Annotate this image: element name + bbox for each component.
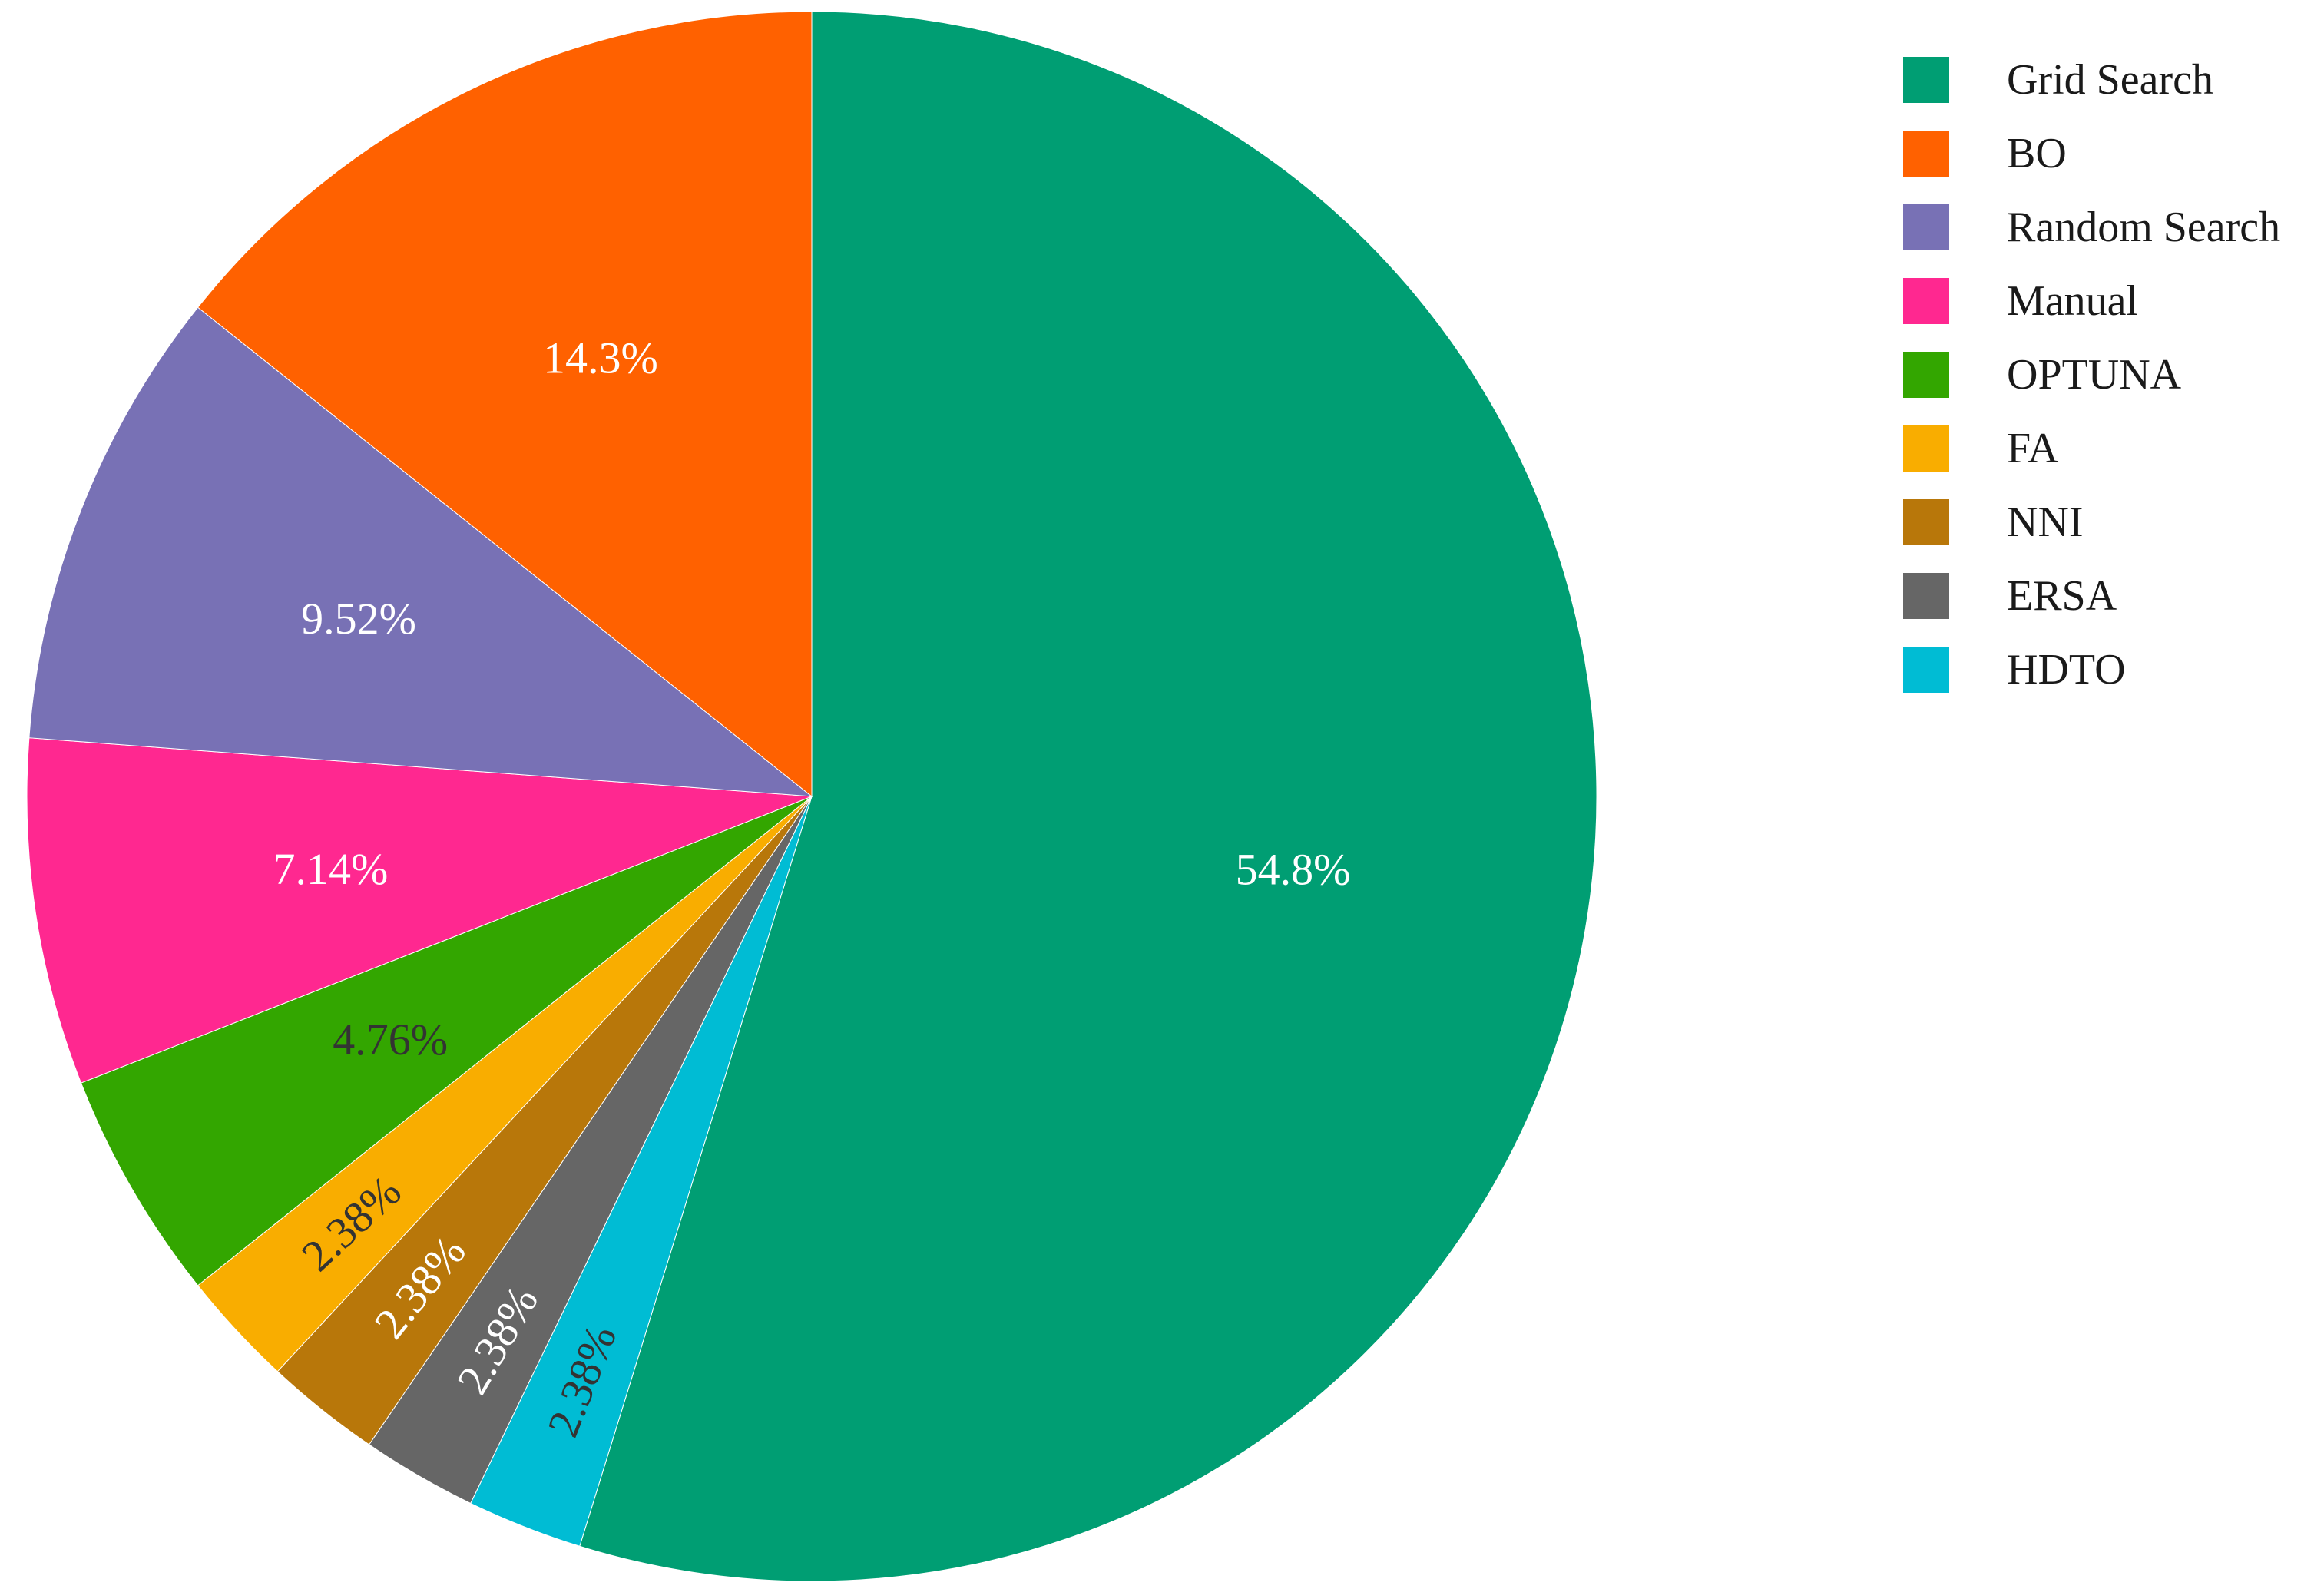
legend-item-grid-search: Grid Search (1903, 56, 2213, 104)
legend-swatch-manual (1903, 278, 1949, 324)
legend-label-ersa: ERSA (2007, 572, 2117, 620)
legend-swatch-optuna (1903, 352, 1949, 398)
pie-slice-label-manual: 7.14% (273, 844, 389, 894)
pie-slice-label-grid-search: 54.8% (1236, 844, 1351, 894)
legend-item-fa: FA (1903, 425, 2059, 472)
legend-swatch-random-search (1903, 204, 1949, 250)
legend-label-manual: Manual (2007, 277, 2138, 325)
legend-item-ersa: ERSA (1903, 572, 2117, 620)
pie-slice-grid-search (579, 11, 1597, 1582)
pie-slice-bo (197, 11, 813, 798)
legend-swatch-nni (1903, 499, 1949, 545)
pie-slice-random-search (28, 306, 813, 797)
legend-swatch-fa (1903, 425, 1949, 472)
pie-slice-label-bo: 14.3% (543, 333, 658, 383)
pie-slice-manual (26, 737, 813, 1084)
legend-swatch-bo (1903, 131, 1949, 177)
legend: Grid Search BO Random Search Manual OPTUNA FA… (1903, 56, 2280, 694)
legend-swatch-hdto (1903, 647, 1949, 693)
pie-slice-optuna (80, 796, 813, 1286)
legend-label-bo: BO (2007, 130, 2067, 177)
legend-swatch-ersa (1903, 573, 1949, 619)
legend-swatch-grid-search (1903, 57, 1949, 103)
legend-label-fa: FA (2007, 425, 2059, 472)
pie-slice-label-random-search: 9.52% (301, 594, 416, 644)
legend-item-optuna: OPTUNA (1903, 351, 2182, 399)
legend-label-grid-search: Grid Search (2007, 56, 2213, 104)
legend-label-hdto: HDTO (2007, 646, 2126, 694)
legend-label-optuna: OPTUNA (2007, 351, 2182, 399)
legend-label-random-search: Random Search (2007, 204, 2280, 251)
pie-slices (26, 11, 1597, 1582)
legend-item-hdto: HDTO (1903, 646, 2126, 694)
pie-slice-label-optuna: 4.76% (333, 1015, 448, 1064)
legend-item-random-search: Random Search (1903, 204, 2280, 251)
legend-item-manual: Manual (1903, 277, 2138, 325)
legend-label-nni: NNI (2007, 498, 2084, 546)
legend-item-nni: NNI (1903, 498, 2084, 546)
legend-item-bo: BO (1903, 130, 2067, 177)
